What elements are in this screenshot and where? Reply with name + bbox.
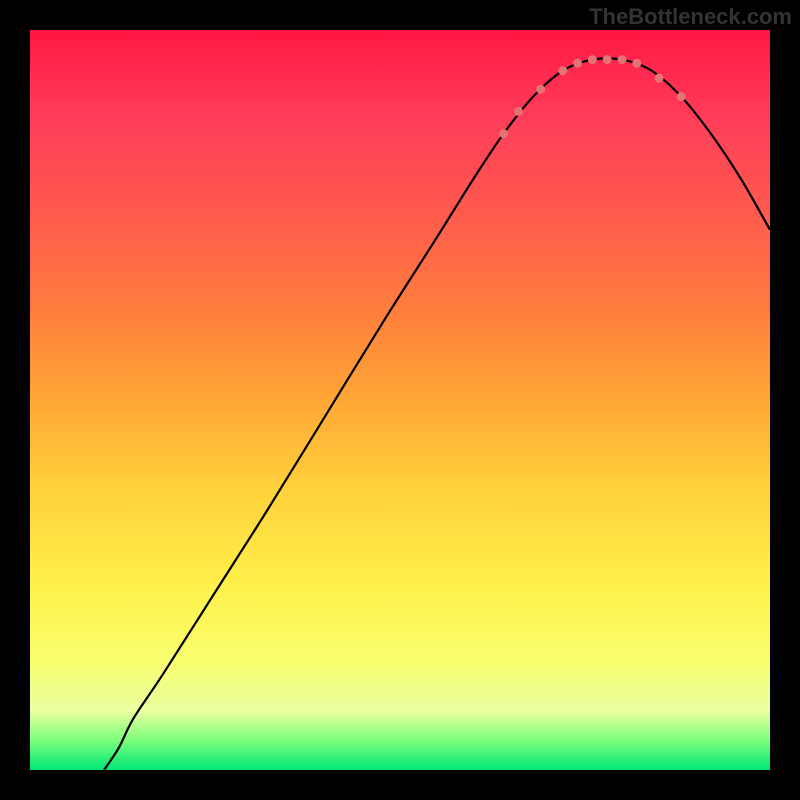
watermark-text: TheBottleneck.com xyxy=(589,4,792,30)
curve-marker xyxy=(632,59,641,68)
curve-marker xyxy=(499,129,508,138)
chart-container: TheBottleneck.com xyxy=(0,0,800,800)
curve-marker xyxy=(655,74,664,83)
marker-group xyxy=(499,55,686,138)
curve-marker xyxy=(536,85,545,94)
bottleneck-curve xyxy=(104,58,770,770)
curve-marker xyxy=(677,92,686,101)
curve-svg xyxy=(30,30,770,770)
curve-marker xyxy=(603,55,612,64)
curve-marker xyxy=(588,55,597,64)
curve-marker xyxy=(514,107,523,116)
curve-marker xyxy=(573,59,582,68)
plot-area xyxy=(30,30,770,770)
curve-marker xyxy=(618,55,627,64)
curve-marker xyxy=(558,66,567,75)
